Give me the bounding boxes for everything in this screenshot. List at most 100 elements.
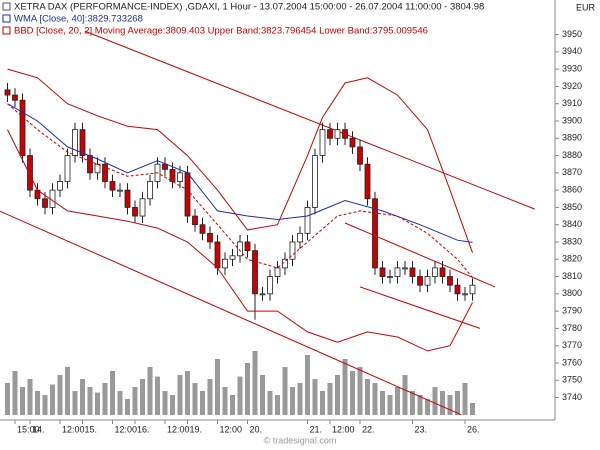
- candle-body: [207, 232, 213, 243]
- volume-bar: [267, 391, 273, 415]
- volume-bar: [402, 375, 408, 415]
- trend-line: [84, 30, 535, 210]
- volume-bar: [207, 379, 213, 415]
- candle-body: [19, 99, 26, 156]
- volume-bar: [387, 395, 393, 415]
- y-tick-label: 3810: [562, 271, 582, 281]
- volume-bar: [117, 391, 123, 415]
- candle-body: [334, 129, 341, 139]
- candle-body: [342, 129, 348, 139]
- candle-body: [447, 276, 453, 286]
- volume-bar: [50, 384, 55, 415]
- volume-bar: [230, 395, 235, 415]
- volume-bar: [440, 391, 445, 415]
- y-tick-label: 3840: [562, 219, 582, 229]
- x-tick-label: 23.: [415, 424, 428, 434]
- volume-bar: [162, 391, 168, 415]
- candle-body: [64, 155, 71, 182]
- candle-body: [162, 163, 168, 170]
- overlay-line: [7, 68, 473, 253]
- plot-area: [0, 30, 535, 416]
- volume-bar: [80, 379, 85, 415]
- candle-body: [12, 94, 18, 101]
- volume-bar: [12, 371, 18, 415]
- y-tick-label: 3790: [562, 305, 582, 315]
- volume-bar: [297, 383, 303, 415]
- y-tick-label: 3850: [562, 202, 582, 212]
- volume-bar: [462, 383, 468, 415]
- overlay-line: [7, 103, 473, 243]
- x-tick-label: 15:00: [17, 424, 40, 434]
- candle-body: [387, 276, 393, 278]
- volume-bar: [185, 371, 190, 415]
- volume-bar: [95, 392, 100, 415]
- volume-bar: [357, 367, 363, 415]
- trend-line: [359, 286, 481, 329]
- candle-body: [72, 129, 78, 156]
- trend-line: [0, 210, 462, 416]
- watermark: © tradesignal.com: [264, 435, 337, 445]
- volume-layer: [5, 351, 475, 415]
- candle-body: [469, 284, 476, 295]
- currency-label: EUR: [576, 2, 596, 12]
- candle-body: [432, 267, 438, 277]
- volume-bar: [170, 395, 175, 415]
- volume-bar: [365, 379, 370, 415]
- y-tick-label: 3870: [562, 167, 582, 177]
- candle-body: [417, 276, 423, 286]
- candle-body: [259, 293, 266, 296]
- x-tick-label: 12:00: [62, 424, 85, 434]
- candle-body: [297, 232, 303, 243]
- volume-bar: [380, 391, 385, 415]
- volume-bar: [192, 383, 198, 415]
- candle-body: [454, 284, 461, 295]
- candle-body: [252, 250, 258, 295]
- candle-body: [357, 146, 363, 165]
- volume-bar: [222, 387, 228, 415]
- volume-bar: [5, 383, 10, 415]
- y-tick-label: 3830: [562, 236, 582, 246]
- y-tick-label: 3910: [562, 98, 582, 108]
- candle-body: [132, 207, 138, 217]
- y-tick-label: 3750: [562, 375, 582, 385]
- volume-bar: [290, 387, 295, 415]
- volume-bar: [425, 399, 430, 415]
- x-tick-label: 16.: [137, 424, 150, 434]
- candle-body: [462, 293, 468, 296]
- volume-bar: [57, 375, 63, 415]
- candle-body: [364, 163, 371, 200]
- volume-bar: [455, 391, 460, 415]
- candle-body: [327, 129, 333, 139]
- y-tick-label: 3930: [562, 64, 582, 74]
- volume-bar: [312, 379, 318, 415]
- trend-line: [344, 222, 496, 288]
- volume-bar: [27, 379, 33, 415]
- candle-body: [147, 181, 153, 200]
- candle-body: [439, 267, 446, 277]
- volume-bar: [110, 371, 115, 415]
- volume-bar: [102, 383, 108, 415]
- y-tick-label: 3860: [562, 184, 582, 194]
- volume-bar: [335, 375, 340, 415]
- candle-body: [379, 267, 386, 277]
- legend-entry: WMA [Close, 40]:3829.733268: [14, 14, 143, 25]
- candle-body: [409, 267, 416, 277]
- candle-body: [349, 137, 356, 148]
- volume-bar: [215, 359, 220, 415]
- volume-bar: [282, 367, 288, 415]
- volume-bar: [470, 403, 475, 415]
- x-tick-label: 15.: [85, 424, 98, 434]
- candle-body: [214, 241, 221, 269]
- candle-body: [117, 189, 123, 192]
- volume-bar: [275, 395, 280, 415]
- candle-body: [124, 189, 131, 208]
- volume-bar: [20, 387, 25, 415]
- volume-bar: [200, 391, 205, 415]
- x-tick-label: 19.: [190, 424, 203, 434]
- candle-body: [274, 267, 281, 277]
- x-tick-label: 12:00: [167, 424, 190, 434]
- y-tick-label: 3770: [562, 340, 582, 350]
